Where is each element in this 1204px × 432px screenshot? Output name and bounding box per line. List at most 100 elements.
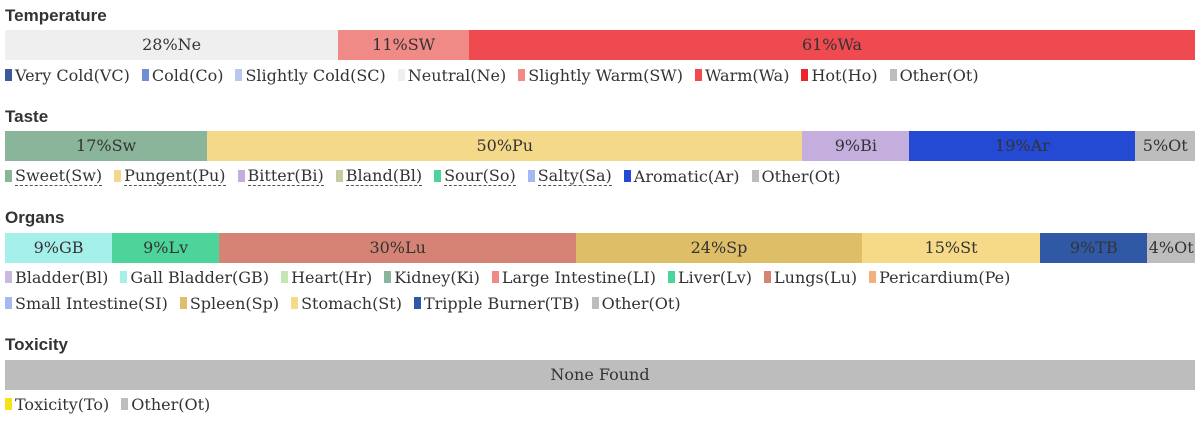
bar-segment-none: None Found: [5, 360, 1195, 390]
legend-item: Slightly Cold(SC): [235, 65, 386, 85]
legend-item: Small Intestine(SI): [5, 294, 168, 313]
legend-label: Pericardium(Pe): [879, 267, 1011, 287]
legend-item: Tripple Burner(TB): [413, 294, 580, 313]
legend-item: Large Intestine(LI): [491, 268, 656, 287]
legend-swatch: [179, 297, 187, 309]
legend-swatch: [5, 69, 12, 81]
legend-swatch: [869, 271, 877, 283]
legend-item: Gall Bladder(GB): [120, 268, 269, 287]
legend-item: Other(Ot): [889, 65, 979, 85]
legend-item: Other(Ot): [121, 395, 210, 414]
legend-item: Liver(Lv): [667, 267, 753, 287]
bar-segment-wa: 61%Wa: [469, 30, 1195, 60]
legend-swatch: [591, 297, 599, 309]
legend-swatch: [5, 398, 12, 410]
legend-swatch: [518, 69, 526, 81]
legend-label: Lungs(Lu): [774, 267, 858, 287]
legend-swatch: [384, 271, 392, 283]
legend-item: Cold(Co): [141, 65, 224, 85]
legend-item: Stomach(St): [291, 294, 402, 313]
legend-label: Cold(Co): [151, 65, 224, 85]
legend-swatch: [397, 69, 405, 81]
legend-swatch: [114, 170, 122, 182]
legend-item: Pungent(Pu): [114, 165, 226, 186]
taste-legend: Sweet(Sw) Pungent(Pu) Bitter(Bi) Bland(Bl) S…: [5, 165, 853, 187]
bar-segment-ot: 4%Ot: [1147, 233, 1195, 263]
temperature-title: Temperature: [5, 6, 107, 25]
legend-label[interactable]: Sour(So): [444, 165, 516, 186]
legend-swatch: [5, 271, 12, 283]
legend-label: Slightly Warm(SW): [528, 65, 683, 85]
legend-item: Toxicity(To): [5, 395, 109, 414]
legend-swatch: [121, 398, 129, 410]
legend-item: Salty(Sa): [527, 165, 612, 186]
legend-swatch: [235, 69, 243, 81]
bar-segment-lv: 9%Lv: [112, 233, 220, 263]
legend-swatch: [764, 271, 772, 283]
bar-segment-gb: 9%GB: [5, 233, 113, 263]
legend-swatch: [291, 297, 299, 309]
legend-swatch: [5, 170, 12, 182]
taste-bar: 17%Sw 50%Pu 9%Bi 19%Ar 5%Ot: [5, 131, 1195, 161]
legend-item: Sweet(Sw): [5, 165, 103, 186]
legend-swatch: [889, 69, 897, 81]
legend-swatch: [413, 297, 421, 309]
legend-label: Liver(Lv): [677, 267, 753, 287]
organs-title: Organs: [5, 208, 65, 227]
legend-item: Hot(Ho): [801, 65, 878, 85]
legend-label: Other(Ot): [899, 65, 979, 85]
legend-swatch: [5, 297, 12, 309]
legend-swatch: [491, 271, 499, 283]
legend-item: Lungs(Lu): [764, 268, 857, 287]
legend-item: Heart(Hr): [281, 268, 372, 287]
legend-label: Toxicity(To): [15, 394, 110, 414]
bar-segment-ar: 19%Ar: [909, 131, 1136, 161]
legend-label: Slightly Cold(SC): [245, 65, 386, 85]
legend-item: Other(Ot): [751, 167, 841, 186]
organs-bar: 9%GB 9%Lv 30%Lu 24%Sp 15%St 9%TB 4%Ot: [5, 233, 1195, 263]
temperature-bar: 28%Ne 11%SW 61%Wa: [5, 30, 1195, 60]
bar-segment-ot: 5%Ot: [1135, 131, 1195, 161]
legend-swatch: [141, 69, 149, 81]
bar-segment-sw: 17%Sw: [5, 131, 208, 161]
toxicity-legend: Toxicity(To) Other(Ot): [5, 393, 222, 415]
legend-label[interactable]: Pungent(Pu): [124, 165, 226, 186]
legend-swatch: [801, 69, 809, 81]
legend-label[interactable]: Salty(Sa): [537, 165, 612, 186]
legend-label[interactable]: Bitter(Bi): [247, 165, 324, 186]
bar-segment-sw: 11%SW: [338, 30, 470, 60]
legend-swatch: [527, 170, 535, 182]
toxicity-title: Toxicity: [5, 335, 68, 354]
legend-label[interactable]: Bland(Bl): [345, 165, 423, 186]
legend-label: Bladder(Bl): [15, 267, 109, 287]
legend-swatch: [120, 271, 128, 283]
bar-segment-lu: 30%Lu: [219, 233, 577, 263]
legend-label: Aromatic(Ar): [633, 166, 740, 186]
legend-swatch: [281, 271, 289, 283]
bar-segment-tb: 9%TB: [1040, 233, 1148, 263]
legend-label: Very Cold(VC): [15, 65, 130, 85]
legend-item: Sour(So): [434, 165, 516, 186]
legend-item: Other(Ot): [591, 294, 681, 313]
legend-swatch: [667, 271, 675, 283]
bar-segment-bi: 9%Bi: [802, 131, 910, 161]
toxicity-bar: None Found: [5, 360, 1195, 390]
legend-item: Spleen(Sp): [179, 293, 280, 313]
bar-segment-ne: 28%Ne: [5, 30, 339, 60]
legend-swatch: [237, 170, 245, 182]
legend-label: Other(Ot): [131, 394, 211, 414]
legend-item: Pericardium(Pe): [869, 268, 1010, 287]
legend-label: Warm(Wa): [704, 65, 790, 85]
legend-label: Spleen(Sp): [189, 293, 280, 313]
legend-item: Very Cold(VC): [5, 66, 130, 85]
legend-item: Bladder(Bl): [5, 268, 108, 287]
organs-legend-row-1: Bladder(Bl) Gall Bladder(GB) Heart(Hr) Kidn…: [5, 266, 1022, 288]
legend-label: Stomach(St): [301, 293, 402, 313]
legend-item: Slightly Warm(SW): [518, 66, 683, 85]
legend-item: Bland(Bl): [335, 165, 423, 186]
legend-item: Warm(Wa): [694, 65, 790, 85]
legend-label: Hot(Ho): [811, 65, 878, 85]
legend-label[interactable]: Sweet(Sw): [15, 165, 103, 186]
legend-item: Bitter(Bi): [237, 165, 324, 186]
legend-label: Kidney(Ki): [394, 267, 480, 287]
